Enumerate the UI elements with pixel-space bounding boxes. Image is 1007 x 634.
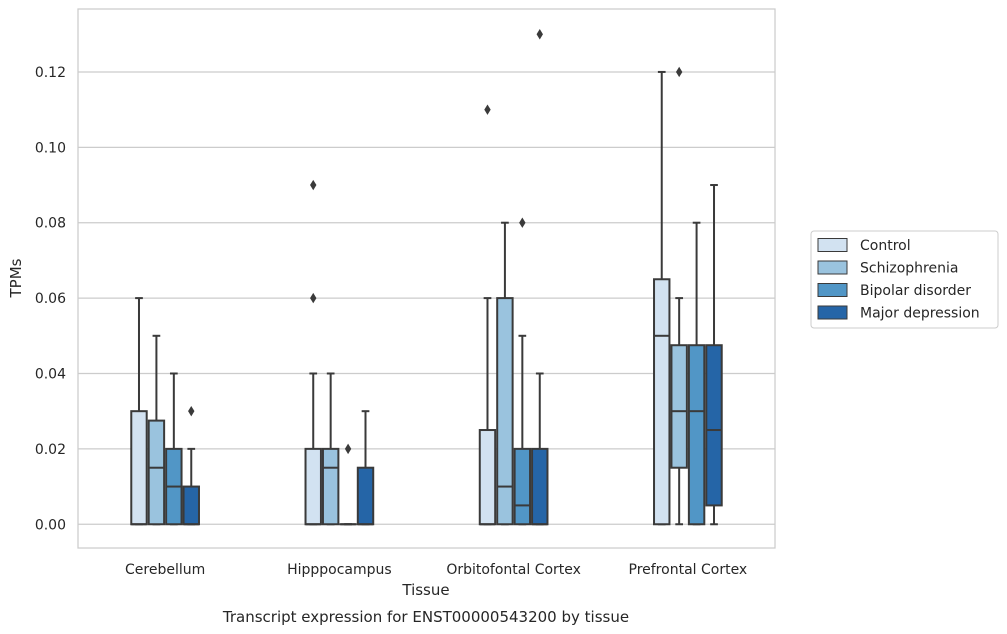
y-axis-label: TPMs (7, 258, 25, 298)
legend-label: Schizophrenia (860, 261, 958, 277)
x-tick-label: Cerebellum (125, 562, 205, 578)
box-control (130, 297, 148, 526)
outlier-point (484, 104, 491, 115)
box-major-depression (705, 184, 723, 526)
y-tick-label: 0.12 (35, 65, 66, 81)
x-tick-label: Orbitofontal Cortex (446, 562, 581, 578)
box-body (705, 344, 723, 507)
y-tick-label: 0.02 (35, 442, 66, 458)
outlier-point (310, 292, 317, 304)
box-bipolar-disorder (687, 221, 706, 526)
box-body (321, 447, 340, 526)
box-body (147, 419, 166, 526)
legend-label: Major depression (860, 306, 980, 322)
box-body (670, 344, 688, 469)
legend-label: Control (860, 238, 911, 254)
box-schizophrenia (147, 334, 166, 526)
legend-frame (810, 230, 999, 329)
outlier-point (188, 405, 195, 417)
legend-swatch (817, 238, 848, 252)
box-major-depression (531, 29, 549, 526)
y-tick-label: 0.08 (35, 216, 66, 232)
chart-title: Transcript expression for ENST0000054320… (222, 608, 629, 626)
y-tick-label: 0.04 (35, 366, 66, 382)
y-tick-label: 0.06 (35, 291, 66, 307)
x-tick-labels: Cerebellum Hipppocampus Orbitofontal Corte… (125, 562, 747, 578)
box-body (653, 278, 671, 526)
box-major-depression (182, 405, 200, 526)
legend-label: Bipolar disorder (860, 283, 971, 299)
box-schizophrenia (670, 66, 688, 526)
box-body (304, 447, 322, 526)
box-bipolar-disorder (513, 217, 532, 526)
box-body (687, 344, 706, 526)
y-tick-label: 0.00 (35, 517, 66, 533)
legend: Control Schizophrenia Bipolar disorder Majo… (810, 230, 999, 329)
box-body (531, 447, 549, 526)
box-body (356, 466, 375, 526)
legend-swatch (817, 283, 848, 297)
box-body (182, 485, 200, 526)
box-schizophrenia (321, 372, 340, 526)
x-tick-label: Hipppocampus (287, 562, 392, 578)
outlier-point (675, 66, 683, 78)
box-bipolar-disorder (165, 372, 183, 526)
box-body (478, 429, 497, 526)
box-control (304, 179, 322, 526)
x-tick-label: Prefrontal Cortex (629, 562, 748, 578)
outlier-point (344, 443, 352, 455)
box-body (496, 297, 514, 526)
box-bipolar-disorder (339, 443, 357, 526)
legend-swatch (817, 260, 848, 275)
box-control (478, 104, 497, 526)
box-body (513, 447, 532, 526)
box-major-depression (356, 410, 375, 526)
outlier-point (310, 179, 317, 191)
y-tick-label: 0.10 (35, 140, 66, 156)
y-tick-labels: 0.00 0.02 0.04 0.06 0.08 0.10 0.12 (35, 65, 66, 533)
outlier-point (519, 217, 526, 228)
legend-swatch (817, 305, 848, 320)
box-schizophrenia (496, 221, 514, 526)
box-body (130, 410, 148, 526)
x-axis-label: Tissue (401, 581, 449, 599)
box-series-group (130, 29, 723, 526)
outlier-point (536, 29, 543, 40)
box-control (653, 70, 671, 526)
